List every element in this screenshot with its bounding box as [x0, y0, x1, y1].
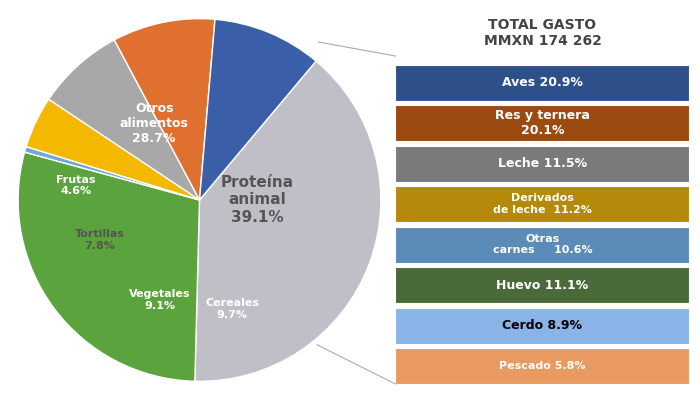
Text: Otras
carnes     10.6%: Otras carnes 10.6%: [493, 234, 592, 256]
Bar: [395, 308, 690, 344]
Bar: [395, 227, 690, 263]
Text: Aves 20.9%: Aves 20.9%: [502, 76, 583, 89]
Text: Proteína
animal
39.1%: Proteína animal 39.1%: [221, 175, 294, 225]
Text: Pescado 5.8%: Pescado 5.8%: [499, 361, 586, 371]
Wedge shape: [195, 61, 381, 381]
Wedge shape: [49, 40, 199, 200]
Text: Cereales
9.7%: Cereales 9.7%: [205, 298, 259, 320]
Wedge shape: [18, 152, 199, 381]
Wedge shape: [25, 147, 199, 200]
Text: Derivados
de leche  11.2%: Derivados de leche 11.2%: [493, 193, 592, 215]
Text: Frutas
4.6%: Frutas 4.6%: [57, 175, 96, 196]
Text: Leche 11.5%: Leche 11.5%: [498, 157, 587, 170]
Wedge shape: [114, 19, 215, 200]
Bar: [395, 65, 690, 101]
Bar: [395, 267, 690, 303]
Text: Tortillas
7.8%: Tortillas 7.8%: [75, 229, 125, 251]
Bar: [395, 105, 690, 141]
Text: Cerdo 8.9%: Cerdo 8.9%: [503, 319, 582, 332]
Bar: [395, 348, 690, 384]
Wedge shape: [199, 19, 316, 200]
Text: TOTAL GASTO
MMXN 174 262: TOTAL GASTO MMXN 174 262: [484, 18, 601, 48]
Text: Res y ternera
20.1%: Res y ternera 20.1%: [495, 109, 590, 137]
Text: Otros
alimentos
28.7%: Otros alimentos 28.7%: [120, 102, 188, 145]
Bar: [395, 146, 690, 182]
Bar: [395, 186, 690, 222]
Text: Huevo 11.1%: Huevo 11.1%: [496, 279, 589, 292]
Text: Vegetales
9.1%: Vegetales 9.1%: [129, 289, 190, 310]
Wedge shape: [26, 99, 199, 200]
